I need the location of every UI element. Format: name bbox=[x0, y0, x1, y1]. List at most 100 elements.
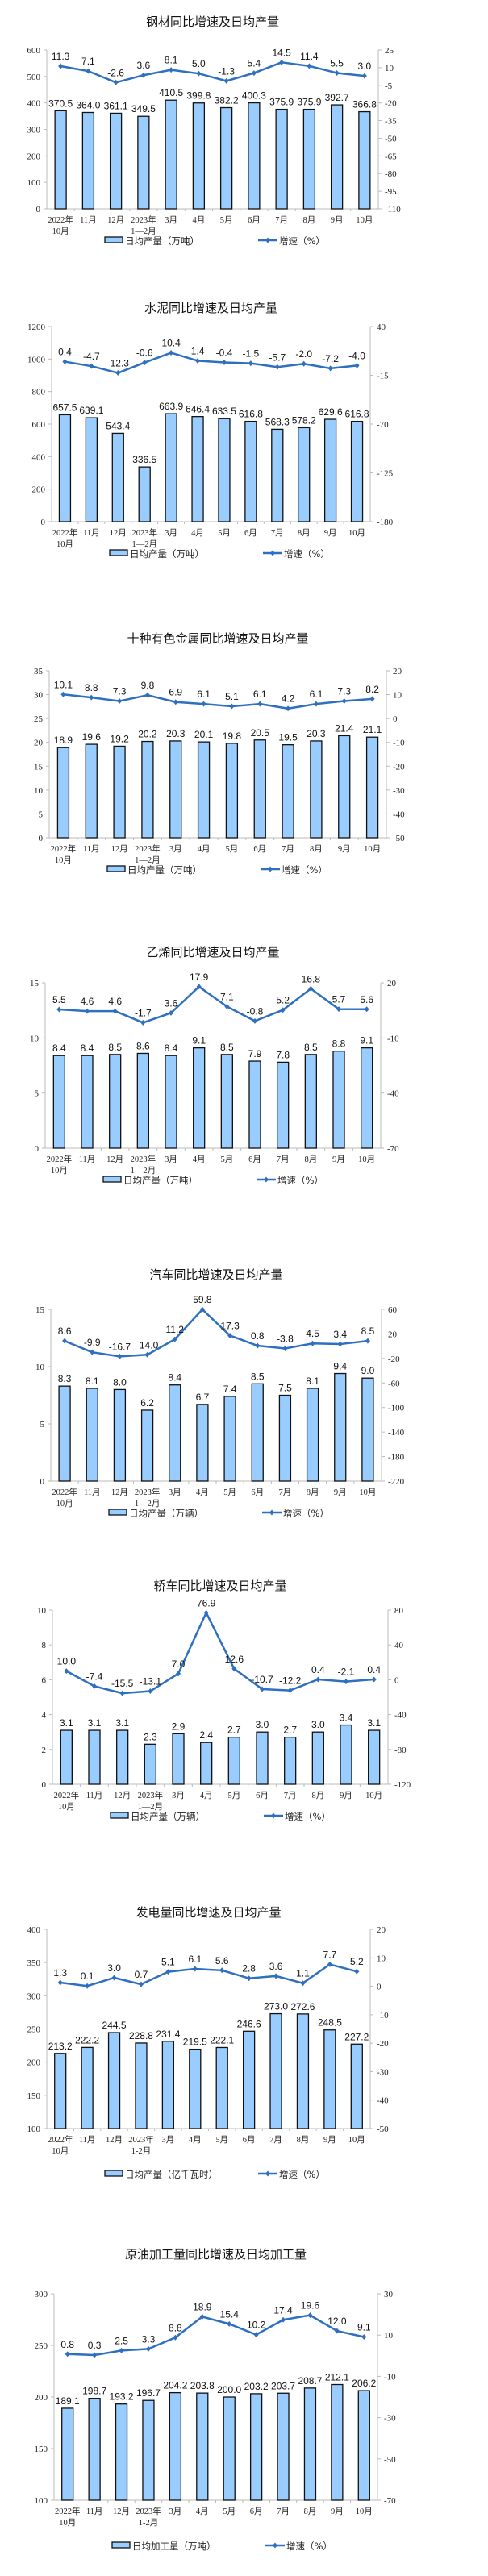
x-tick-label: 10月 bbox=[356, 2507, 373, 2516]
bar bbox=[58, 1385, 71, 1482]
bar-data-label: 8.5 bbox=[108, 1042, 122, 1053]
bar-data-label: 212.1 bbox=[325, 2372, 349, 2383]
bar bbox=[109, 1054, 122, 1149]
bar bbox=[161, 2041, 175, 2129]
x-tick-label: 6月 bbox=[256, 1791, 269, 1800]
line-point-marker bbox=[300, 1980, 306, 1987]
line-point-marker bbox=[169, 67, 174, 73]
left-tick-label: 15 bbox=[30, 979, 40, 988]
bar-data-label: 21.4 bbox=[335, 722, 354, 734]
legend-line-label: 增速（%） bbox=[286, 2541, 332, 2552]
right-tick-label: -95 bbox=[385, 187, 397, 197]
bar bbox=[85, 417, 98, 522]
right-tick-label: -50 bbox=[393, 834, 405, 843]
line-point-marker bbox=[89, 363, 94, 369]
line-data-label: 5.5 bbox=[52, 994, 66, 1005]
line-data-label: 3.6 bbox=[269, 1961, 283, 1972]
line-point-marker bbox=[195, 357, 201, 364]
x-tick-label: 10月 bbox=[358, 1155, 375, 1164]
bar bbox=[197, 741, 211, 839]
line-data-label: 3.6 bbox=[165, 997, 178, 1009]
right-tick-label: -120 bbox=[394, 1780, 411, 1790]
line-point-marker bbox=[361, 2334, 367, 2341]
bar-data-label: 646.4 bbox=[186, 404, 210, 415]
line-point-marker bbox=[287, 1688, 293, 1694]
bar-data-label: 189.1 bbox=[56, 2395, 80, 2407]
legend-line-marker bbox=[273, 2542, 277, 2549]
line-data-label: 5.4 bbox=[248, 58, 261, 69]
line-data-label: 6.1 bbox=[253, 689, 267, 700]
bar bbox=[141, 740, 154, 839]
right-tick-label: -40 bbox=[377, 2096, 389, 2106]
x-tick-label: 10月 bbox=[56, 1499, 73, 1509]
chart-title: 水泥同比增速及日均产量 bbox=[144, 301, 277, 315]
line-point-marker bbox=[86, 68, 91, 74]
bar-data-label: 244.5 bbox=[102, 2020, 127, 2031]
bar-data-label: 3.1 bbox=[367, 1717, 381, 1729]
bar-data-label: 18.9 bbox=[54, 735, 73, 746]
x-tick-label: 2023年 bbox=[138, 1790, 164, 1800]
line-point-marker bbox=[301, 360, 307, 367]
line-point-marker bbox=[113, 79, 119, 85]
x-tick-label: 9月 bbox=[334, 1488, 347, 1497]
bar bbox=[189, 2048, 202, 2129]
bar-data-label: 7.8 bbox=[276, 1049, 290, 1060]
left-tick-label: 10 bbox=[37, 1606, 47, 1616]
bar-data-label: 203.8 bbox=[190, 2380, 215, 2391]
legend-line-marker bbox=[265, 237, 270, 243]
line-point-marker bbox=[229, 703, 235, 710]
x-tick-label: 8月 bbox=[303, 215, 316, 225]
bar bbox=[113, 1388, 127, 1482]
bar-data-label: 20.3 bbox=[307, 728, 326, 739]
line-data-label: 8.2 bbox=[365, 684, 379, 695]
x-tick-label: 12月 bbox=[110, 528, 127, 538]
chart-5: 汽车同比增速及日均产量 0 5 10 15 -220 -180 -140 -100 -60 -20 2… bbox=[35, 1267, 405, 1519]
x-tick-label: 10月 bbox=[356, 215, 373, 225]
bar-data-label: 200.0 bbox=[217, 2384, 241, 2395]
x-tick-label: 8月 bbox=[310, 844, 323, 854]
right-tick-label: 20 bbox=[387, 979, 397, 988]
line-data-label: 9.8 bbox=[141, 680, 155, 691]
line-data-label: 0.4 bbox=[58, 347, 72, 358]
bar bbox=[269, 2012, 282, 2129]
legend-bar-swatch bbox=[110, 1812, 129, 1819]
line-data-label: 4.6 bbox=[108, 996, 122, 1007]
legend-bar-label: 日均产量（万吨） bbox=[127, 864, 202, 876]
line-point-marker bbox=[282, 1346, 288, 1352]
x-tick-label: 10月 bbox=[55, 855, 72, 865]
left-tick-label: 350 bbox=[27, 1958, 41, 1968]
bar bbox=[368, 1729, 381, 1785]
bar bbox=[304, 1054, 317, 1149]
right-tick-label: 40 bbox=[377, 323, 386, 332]
bar-data-label: 7.9 bbox=[248, 1048, 262, 1059]
line-point-marker bbox=[117, 698, 123, 705]
x-tick-label: 10月 bbox=[58, 1802, 75, 1812]
line-data-label: -2.1 bbox=[338, 1667, 355, 1678]
line-point-marker bbox=[142, 360, 148, 366]
line-point-marker bbox=[327, 365, 333, 372]
bar-data-label: 8.1 bbox=[86, 1375, 99, 1387]
bar bbox=[357, 2390, 370, 2501]
x-tick-label: 7月 bbox=[275, 215, 288, 225]
x-tick-label: 4月 bbox=[200, 1791, 213, 1800]
x-tick-label: 2022年 bbox=[48, 2134, 73, 2145]
line-data-label: 0.4 bbox=[311, 1664, 325, 1675]
right-tick-label: -40 bbox=[394, 1711, 407, 1721]
bar bbox=[88, 2398, 101, 2501]
x-tick-label: 1—2月 bbox=[131, 539, 157, 549]
bar-data-label: 9.1 bbox=[192, 1035, 206, 1047]
left-tick-label: 300 bbox=[27, 1991, 41, 2001]
line-point-marker bbox=[64, 1668, 69, 1675]
x-tick-label: 5月 bbox=[218, 528, 231, 538]
bar-data-label: 196.7 bbox=[136, 2387, 161, 2399]
bar bbox=[200, 1742, 213, 1785]
right-tick-label: 0 bbox=[377, 1983, 382, 1992]
line-point-marker bbox=[115, 370, 121, 377]
line-point-marker bbox=[286, 705, 291, 712]
x-tick-label: 1-2月 bbox=[139, 2518, 159, 2528]
bar-data-label: 19.2 bbox=[110, 733, 129, 744]
line-data-label: 18.9 bbox=[193, 2301, 212, 2312]
x-tick-label: 11月 bbox=[83, 844, 100, 854]
bar bbox=[253, 739, 266, 839]
line-point-marker bbox=[140, 1019, 146, 1026]
